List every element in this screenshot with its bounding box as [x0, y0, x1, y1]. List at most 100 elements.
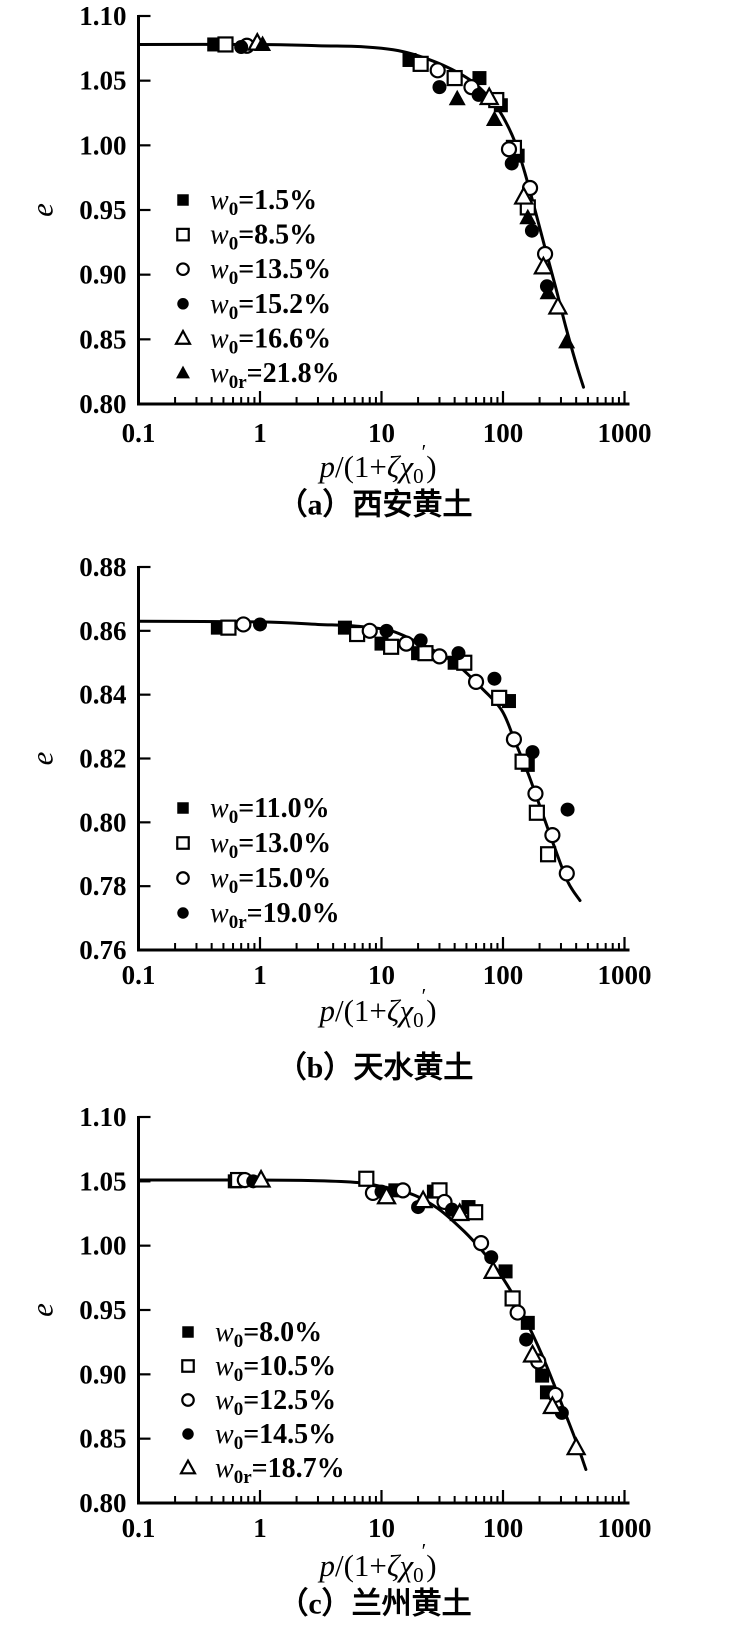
x-tick-label: 100 [483, 418, 524, 448]
x-tick-label: 0.1 [122, 418, 156, 448]
marker-triangle-open [179, 1458, 197, 1475]
marker-triangle-filled [176, 365, 190, 379]
legend-subscript: 0 [234, 1399, 244, 1420]
x-tick-label: 1 [253, 418, 267, 448]
xlabel-part: p [317, 1548, 335, 1583]
legend-value: =18.7% [252, 1453, 345, 1484]
legend-subscript: 0 [229, 807, 239, 828]
legend-symbol-text: w [210, 323, 229, 354]
marker-triangle-open [565, 1436, 587, 1456]
legend-subscript: 0r [229, 372, 248, 393]
marker-circle-open [544, 826, 561, 844]
marker-triangle-open [449, 1202, 471, 1222]
chart-b: 0.88 0.86 0.84 0.82 0.80 0.78 0.760.1 1 10 100 100… [25, 552, 652, 1085]
marker-circle-filled [504, 156, 519, 171]
marker-circle-open [235, 616, 252, 633]
legend-subscript: 0 [229, 199, 239, 220]
legend-item: w0=14.5% [182, 1419, 336, 1454]
marker-square-filled [177, 802, 189, 814]
y-tick-label: 0.82 [79, 744, 126, 774]
marker-square-open [504, 1290, 521, 1307]
marker-circle-open [398, 635, 415, 652]
marker-triangle-open [482, 1260, 504, 1279]
legend-value: =11.0% [238, 793, 329, 824]
legend-label: w0=15.2% [210, 288, 331, 323]
y-tick-label: 1.10 [79, 1102, 126, 1132]
marker-triangle-open [547, 295, 569, 315]
x-tick-label: 1 [253, 1513, 267, 1543]
legend-symbol-text: w [210, 185, 229, 216]
legend-item: w0=8.5% [176, 219, 317, 254]
legend-label: w0=10.5% [215, 1351, 336, 1386]
marker-circle-open [181, 1393, 195, 1407]
marker-circle-filled [432, 80, 447, 95]
marker-circle-open [176, 871, 190, 885]
legend-value: =1.5% [238, 185, 317, 216]
marker-circle-open [394, 1182, 411, 1199]
marker-square-filled [535, 1368, 550, 1383]
marker-circle-open [361, 622, 378, 639]
series-square-open [220, 619, 557, 863]
legend-subscript: 0 [234, 1433, 244, 1454]
legend-value: =13.5% [238, 254, 331, 285]
marker-square-filled [498, 1264, 513, 1279]
legend-item: w0=8.0% [182, 1317, 322, 1352]
marker-circle-open [176, 262, 190, 277]
y-axis-label: e [25, 1303, 60, 1317]
marker-triangle-open [478, 86, 500, 106]
marker-triangle-filled [254, 35, 272, 51]
x-tick-label: 10 [368, 1513, 395, 1543]
y-tick-label: 1.05 [79, 66, 126, 96]
legend-value: =19.0% [247, 898, 340, 929]
marker-square-open [514, 753, 531, 770]
legend-label: w0r=19.0% [210, 898, 340, 933]
y-tick-label: 1.10 [79, 1, 126, 31]
legend-symbol-text: w [210, 358, 229, 389]
y-tick-label: 0.84 [79, 680, 126, 710]
fit-curve [137, 42, 585, 389]
xlabel-part: ζχ [387, 993, 415, 1028]
legend-value: =15.2% [238, 288, 331, 319]
series-circle-filled [253, 617, 575, 817]
legend-label: w0=8.5% [210, 219, 317, 254]
legend-symbol-text: w [210, 793, 229, 824]
legend-item: w0=13.0% [176, 828, 331, 863]
marker-circle-filled [524, 223, 539, 238]
marker-triangle-open [174, 328, 192, 345]
marker-square-open [491, 689, 508, 706]
marker-circle-filled [177, 298, 189, 310]
marker-triangle-filled [519, 208, 537, 225]
legend-symbol-text: w [215, 1419, 234, 1450]
legend-subscript: 0 [229, 337, 239, 358]
fit-curve [137, 1178, 588, 1471]
marker-circle-open [472, 1234, 490, 1252]
legend-value: =12.5% [243, 1385, 336, 1416]
xlabel-part: /(1+ [335, 1548, 387, 1583]
legend-subscript: 0 [234, 1365, 244, 1386]
series-triangle-open [250, 1168, 587, 1456]
marker-square-open [383, 638, 400, 655]
marker-circle-open [467, 673, 485, 691]
legend: w0=8.0%w0=10.5%w0=12.5%w0=14.5%w0r=18.7% [179, 1317, 345, 1488]
x-tick-label: 10 [368, 418, 395, 448]
legend-symbol-text: w [210, 219, 229, 250]
legend-item: w0=15.0% [176, 863, 331, 898]
chart-c: 1.10 1.05 1.00 0.95 0.90 0.85 0.800.1 1 10 100 100… [25, 1102, 652, 1621]
legend-symbol-text: w [210, 863, 229, 894]
x-tick-label: 100 [483, 960, 524, 990]
series-square-filled [210, 620, 535, 772]
marker-square-open [528, 804, 545, 821]
y-tick-label: 0.80 [79, 1488, 126, 1518]
marker-triangle-filled [539, 283, 557, 300]
y-tick-label: 1.05 [79, 1166, 126, 1196]
x-tick-label: 0.1 [122, 1513, 156, 1543]
legend-item: w0=11.0% [177, 793, 330, 828]
y-tick-label: 0.78 [79, 871, 126, 901]
legend-symbol-text: w [210, 898, 229, 929]
marker-square-filled [182, 1326, 194, 1338]
marker-square-open [176, 836, 190, 850]
marker-circle-filled [484, 1250, 499, 1265]
marker-square-open [358, 1170, 375, 1187]
series-circle-open [235, 616, 575, 882]
